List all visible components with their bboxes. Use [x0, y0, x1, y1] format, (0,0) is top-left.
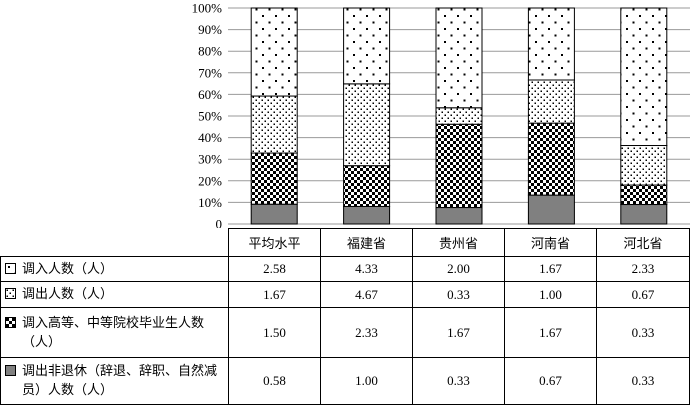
- legend-swatch-solid-gray: [5, 365, 16, 376]
- stacked-bar-chart: 0 10% 20% 30% 40% 50% 60% 70% 80% 90% 100%: [192, 1, 690, 229]
- y-tick-label: 100%: [192, 1, 223, 16]
- y-tick-label: 60%: [198, 87, 222, 102]
- y-tick-label: 40%: [198, 130, 222, 145]
- table-cell: 4.67: [320, 281, 413, 308]
- bar-segment: [435, 7, 483, 109]
- table-cell: 1.67: [504, 256, 597, 282]
- bar-segment: [250, 203, 298, 225]
- y-axis: 0 10% 20% 30% 40% 50% 60% 70% 80% 90% 100%: [192, 1, 223, 229]
- bar-segment: [250, 152, 298, 205]
- legend-swatch-checker: [5, 316, 16, 328]
- bar-segment: [620, 145, 668, 186]
- table-cell: 1.50: [228, 307, 321, 358]
- bar-segment: [343, 205, 391, 225]
- table-header-row: 平均水平 福建省 贵州省 河南省 河北省: [0, 228, 690, 257]
- y-tick-label: 20%: [198, 173, 222, 188]
- y-tick-label: 50%: [198, 109, 222, 124]
- y-tick-label: 0: [216, 217, 223, 229]
- column-header: 平均水平: [228, 228, 321, 257]
- table-cell: 0.33: [412, 357, 505, 405]
- bar-segment: [250, 95, 298, 154]
- y-tick-label: 30%: [198, 152, 222, 167]
- table-row: 调入高等、中等院校毕业生人数（人） 1.50 2.33 1.67 1.67 0.…: [0, 307, 690, 358]
- table-cell: 0.67: [596, 281, 690, 308]
- table-corner-cell: [0, 228, 229, 257]
- column-header: 河北省: [596, 228, 690, 257]
- bar-segment: [527, 7, 575, 81]
- table-row: 调出非退休（辞退、辞职、自然减员）人数（人） 0.58 1.00 0.33 0.…: [0, 357, 690, 405]
- column-header: 贵州省: [412, 228, 505, 257]
- table-cell: 0.67: [504, 357, 597, 405]
- table-cell: 2.33: [596, 256, 690, 282]
- bar-segment: [435, 123, 483, 209]
- bar-segment: [435, 107, 483, 125]
- table-cell: 1.67: [504, 307, 597, 358]
- column-header: 河南省: [504, 228, 597, 257]
- y-tick-label: 90%: [198, 22, 222, 37]
- y-tick-label: 80%: [198, 44, 222, 59]
- table-cell: 0.33: [596, 307, 690, 358]
- bars: [250, 7, 668, 225]
- table-cell: 0.33: [412, 281, 505, 308]
- legend-swatch-sparse-dots: [5, 262, 16, 274]
- table-cell: 0.58: [228, 357, 321, 405]
- bar-segment: [527, 122, 575, 196]
- bar-segment: [620, 204, 668, 225]
- y-tick-label: 10%: [198, 195, 222, 210]
- table-cell: 2.58: [228, 256, 321, 282]
- bar-segment: [527, 194, 575, 225]
- table-cell: 4.33: [320, 256, 413, 282]
- bar-segment: [250, 7, 298, 97]
- table-cell: 1.67: [412, 307, 505, 358]
- bar-segment: [343, 83, 391, 167]
- row-label: 调出人数（人）: [0, 281, 229, 308]
- table-row: 调出人数（人） 1.67 4.67 0.33 1.00 0.67: [0, 281, 690, 308]
- table-cell: 1.00: [320, 357, 413, 405]
- table-cell: 1.00: [504, 281, 597, 308]
- bar-segment: [435, 207, 483, 225]
- bar-segment: [620, 184, 668, 206]
- row-label: 调入高等、中等院校毕业生人数（人）: [0, 307, 229, 358]
- legend-swatch-dense-dots: [5, 288, 16, 299]
- data-table: 平均水平 福建省 贵州省 河南省 河北省 调入人数（人） 2.58 4.33 2…: [0, 228, 690, 405]
- column-header: 福建省: [320, 228, 413, 257]
- table-cell: 0.33: [596, 357, 690, 405]
- bar-segment: [343, 7, 391, 85]
- row-label: 调出非退休（辞退、辞职、自然减员）人数（人）: [0, 357, 229, 405]
- table-cell: 2.33: [320, 307, 413, 358]
- bar-segment: [343, 165, 391, 207]
- table-cell: 1.67: [228, 281, 321, 308]
- row-label: 调入人数（人）: [0, 256, 229, 282]
- table-row: 调入人数（人） 2.58 4.33 2.00 1.67 2.33: [0, 256, 690, 282]
- table-cell: 2.00: [412, 256, 505, 282]
- y-tick-label: 70%: [198, 65, 222, 80]
- bar-segment: [620, 7, 668, 147]
- bar-segment: [527, 79, 575, 124]
